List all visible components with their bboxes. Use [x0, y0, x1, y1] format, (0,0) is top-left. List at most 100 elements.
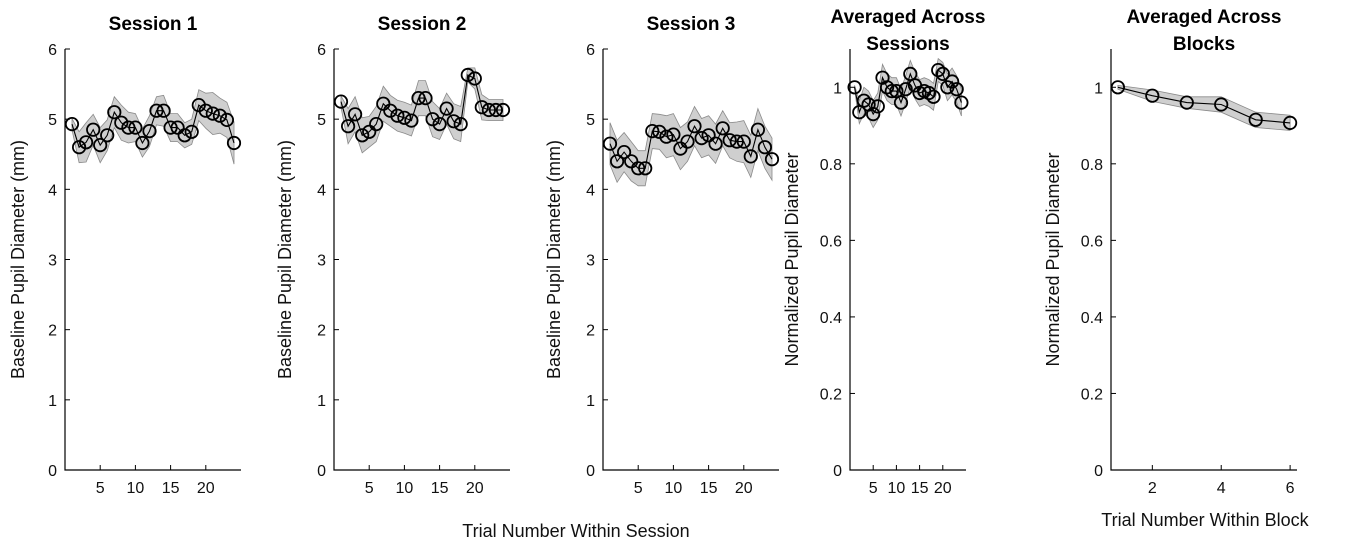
x-tick-label: 20 — [735, 480, 753, 497]
x-axis-label-3: Trial Number Within Session — [462, 521, 689, 541]
x-tick-label: 4 — [1217, 480, 1226, 497]
data-point — [708, 136, 723, 151]
y-tick-label: 5 — [48, 112, 57, 129]
chart-title-2: Session 2 — [378, 14, 467, 35]
data-point — [609, 154, 625, 169]
data-point — [170, 120, 185, 135]
y-tick-label: 0 — [1094, 463, 1103, 480]
y-tick-label: 2 — [586, 323, 595, 340]
data-point — [369, 117, 384, 132]
data-point — [495, 102, 511, 118]
data-point — [659, 129, 674, 144]
data-point — [736, 134, 751, 149]
x-tick-label: 5 — [365, 480, 374, 497]
chart-title-3: Session 3 — [647, 14, 736, 35]
y-tick-label: 1 — [1094, 80, 1103, 97]
chart-panel-5: Averaged Across Blocks 0 0.2 0.4 0.6 0.8 1 2 4 6 No… — [1043, 7, 1310, 530]
data-point — [149, 103, 164, 118]
data-point — [467, 71, 482, 86]
data-point — [198, 103, 213, 118]
data-point — [142, 124, 157, 139]
data-point — [93, 138, 108, 153]
chart-title-5-line-2: Blocks — [1173, 34, 1235, 55]
data-point — [750, 122, 766, 137]
data-point — [397, 110, 412, 125]
x-tick-label: 6 — [1286, 480, 1295, 497]
data-point — [870, 99, 885, 114]
data-point — [652, 124, 667, 139]
data-point — [79, 135, 94, 150]
data-point — [86, 122, 101, 137]
data-point — [418, 91, 433, 106]
y-tick-label: 0 — [586, 463, 595, 480]
y-axis-label-2: Baseline Pupil Diameter (mm) — [275, 140, 295, 379]
data-point — [212, 108, 227, 123]
chart-title-4-line-1: Averaged Across — [831, 7, 986, 28]
data-point — [1179, 95, 1194, 110]
y-tick-label: 0.2 — [1081, 386, 1103, 403]
data-point — [926, 89, 941, 104]
chart-panel-1: Session 1 0 1 2 3 4 5 6 5 10 15 20 Baseline Pupil Di… — [8, 14, 242, 497]
x-tick-label: 10 — [888, 480, 906, 497]
data-point — [446, 114, 461, 129]
axes-3 — [602, 49, 779, 471]
data-point — [64, 117, 80, 132]
data-point — [944, 74, 960, 89]
y-tick-label: 0 — [833, 463, 842, 480]
data-point — [481, 102, 496, 118]
x-tick-label: 20 — [466, 480, 484, 497]
y-tick-label: 2 — [317, 323, 326, 340]
y-tick-label: 1 — [833, 80, 842, 97]
x-tick-label: 15 — [431, 480, 449, 497]
data-point — [715, 121, 730, 136]
y-tick-label: 0.8 — [1081, 157, 1103, 174]
y-tick-label: 0.6 — [820, 233, 842, 250]
y-tick-label: 4 — [48, 182, 57, 199]
data-point — [694, 131, 709, 146]
chart-panel-2: Session 2 0 1 2 3 4 5 6 5 10 15 20 Baseline Pupil Di… — [275, 14, 511, 497]
y-tick-label: 0 — [48, 463, 57, 480]
data-point — [680, 134, 695, 149]
data-point — [949, 82, 964, 97]
y-tick-label: 0.4 — [820, 310, 842, 327]
data-point — [645, 124, 660, 139]
data-point — [439, 101, 454, 116]
data-point — [340, 119, 356, 134]
y-axis-label-5: Normalized Pupil Diameter — [1043, 152, 1063, 366]
x-axis-label-5: Trial Number Within Block — [1101, 510, 1309, 530]
y-tick-label: 0.8 — [820, 157, 842, 174]
y-tick-label: 0.4 — [1081, 310, 1103, 327]
data-point — [701, 128, 716, 143]
x-tick-label: 15 — [162, 480, 180, 497]
y-tick-label: 5 — [586, 112, 595, 129]
data-point — [757, 140, 773, 155]
data-point — [847, 80, 862, 95]
data-point — [156, 103, 171, 118]
y-tick-label: 6 — [586, 42, 595, 59]
chart-title-1: Session 1 — [109, 14, 198, 35]
ci-band-5 — [1117, 84, 1291, 131]
data-point — [764, 152, 780, 167]
data-point — [453, 117, 468, 132]
data-point — [205, 106, 220, 121]
x-tick-label: 20 — [934, 480, 952, 497]
data-point — [128, 120, 143, 135]
data-point — [390, 108, 405, 123]
data-point — [1145, 88, 1160, 103]
y-tick-label: 4 — [317, 182, 326, 199]
data-point — [1283, 115, 1298, 131]
axes-5 — [1110, 49, 1297, 471]
ci-band-2 — [340, 67, 504, 154]
y-tick-label: 5 — [317, 112, 326, 129]
y-tick-label: 3 — [586, 253, 595, 270]
data-point — [898, 82, 913, 97]
data-point — [347, 107, 363, 122]
data-point — [687, 119, 702, 134]
data-point — [177, 128, 192, 143]
y-tick-label: 6 — [317, 42, 326, 59]
data-point — [219, 112, 234, 128]
data-point — [383, 103, 398, 118]
data-point — [602, 136, 618, 151]
